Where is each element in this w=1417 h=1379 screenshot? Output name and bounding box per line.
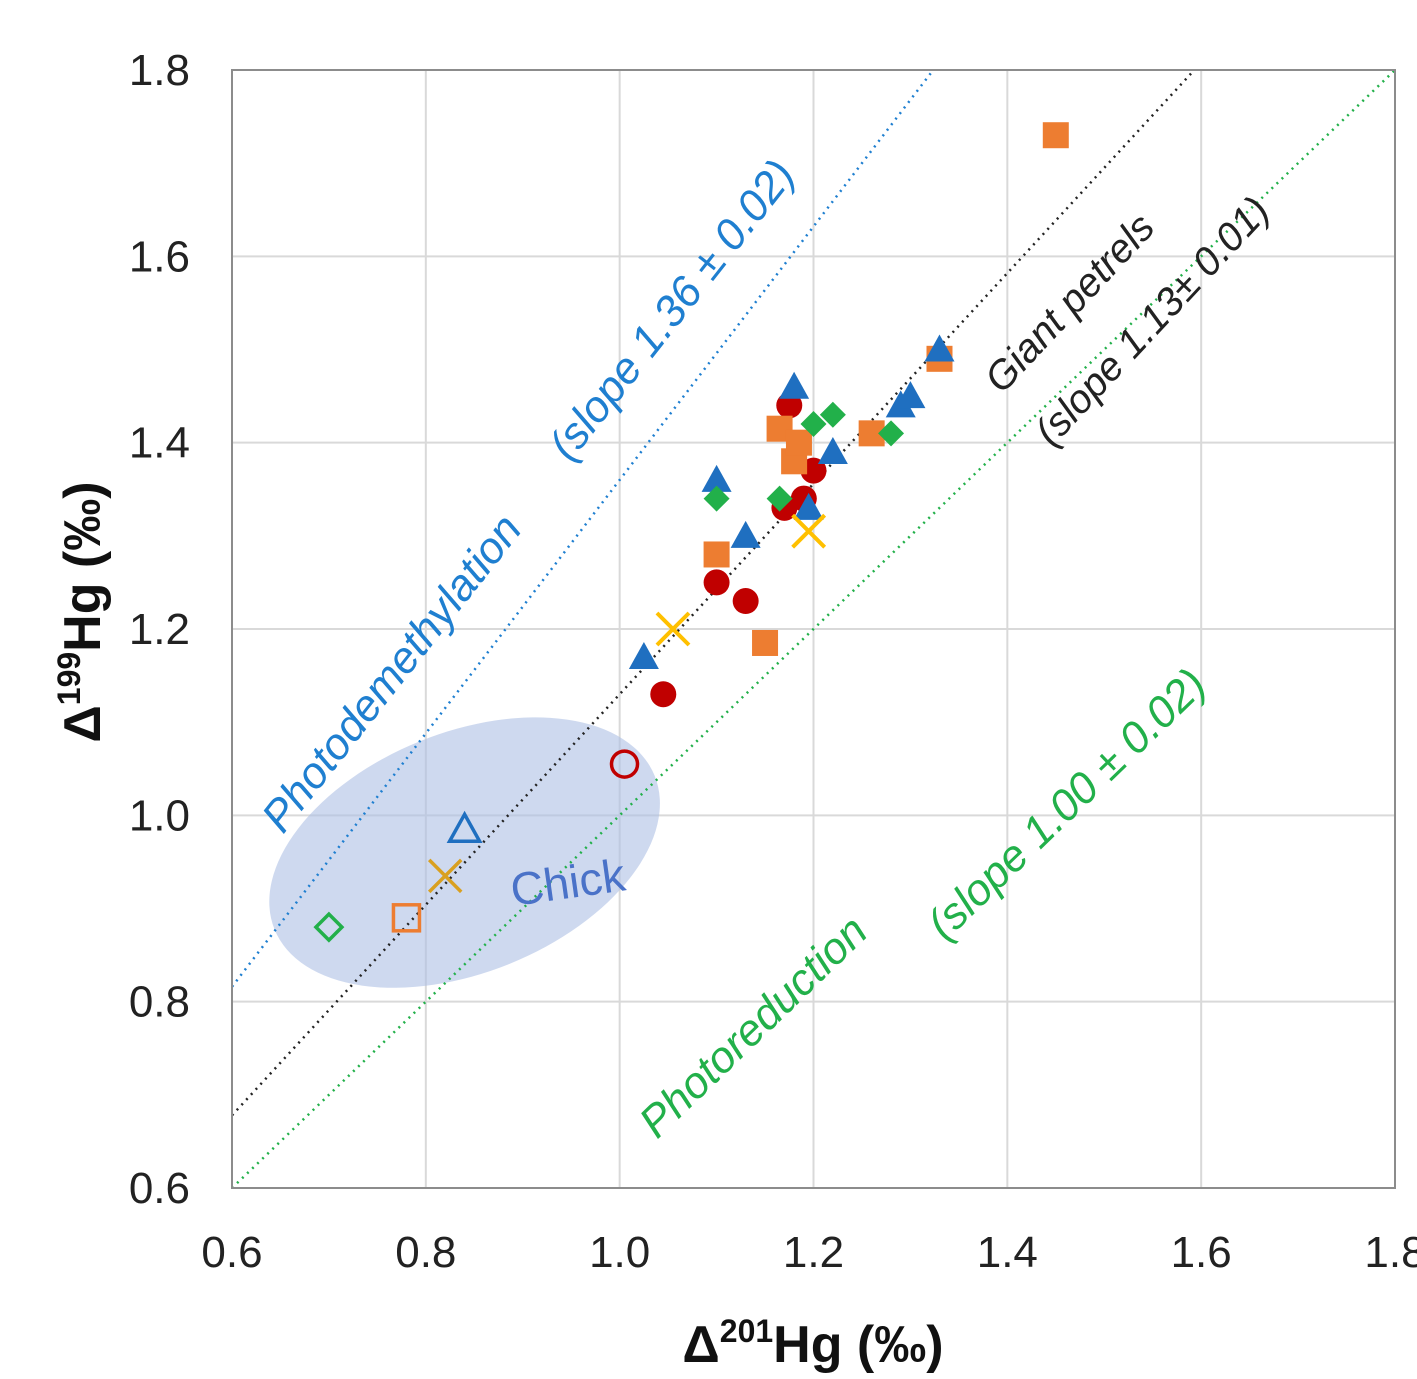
x-tick-label: 1.2 (783, 1228, 844, 1277)
x-tick-label: 1.6 (1171, 1228, 1232, 1277)
data-point-x (791, 513, 827, 549)
data-point-square (752, 629, 779, 656)
data-point-diamond (703, 485, 730, 512)
data-point-circle (732, 588, 759, 615)
y-axis-title: Δ199Hg (‰) (51, 481, 112, 742)
x-tick-label: 1.8 (1364, 1228, 1417, 1277)
x-axis-title: Δ201Hg (‰) (682, 1313, 943, 1374)
y-tick-label: 0.6 (129, 1164, 190, 1213)
data-points (313, 122, 1069, 943)
data-point-square (785, 429, 812, 456)
data-point-triangle (446, 810, 483, 844)
data-point-square (703, 541, 730, 568)
data-point-circle (609, 749, 640, 779)
chick-region (269, 717, 660, 988)
x-tick-label: 1.0 (589, 1228, 650, 1277)
data-point-triangle (730, 520, 761, 548)
data-point-diamond (766, 485, 793, 512)
data-point-diamond (800, 411, 827, 438)
data-point-triangle (817, 436, 848, 464)
data-point-circle (650, 681, 677, 708)
plot-frame (231, 69, 1396, 1189)
data-point-circle (703, 569, 730, 596)
y-tick-label: 0.8 (129, 978, 190, 1027)
data-point-diamond (878, 420, 905, 447)
reference-lines (232, 70, 1395, 1188)
data-point-circle (776, 392, 803, 419)
data-point-square (391, 903, 422, 933)
chick-region-layer (269, 717, 660, 988)
y-tick-label: 1.0 (129, 791, 190, 840)
data-point-triangle (924, 334, 955, 362)
data-point-triangle (701, 464, 732, 492)
y-tick-label: 1.6 (129, 232, 190, 281)
y-tick-label: 1.8 (129, 46, 190, 95)
x-tick-label: 1.4 (977, 1228, 1038, 1277)
y-tick-label: 1.4 (129, 419, 190, 468)
y-tick-label: 1.2 (129, 605, 190, 654)
data-point-x (427, 858, 463, 894)
reference-line-photoreduction (232, 70, 1395, 1188)
axes: 0.6 0.8 1.0 1.2 1.4 1.6 1.8 0.6 0.8 1.0 1.2 1.4 1.6 1… (51, 46, 1417, 1374)
data-point-triangle (779, 371, 810, 399)
data-point-square (1042, 122, 1069, 149)
data-point-triangle (628, 641, 659, 669)
x-tick-label: 0.8 (395, 1228, 456, 1277)
data-point-diamond (819, 401, 846, 428)
data-point-triangle (793, 492, 824, 520)
data-point-triangle (895, 381, 926, 409)
photoreduction-label: Photoreduction (630, 906, 877, 1147)
x-tick-label: 0.6 (201, 1228, 262, 1277)
photodemethylation-slope-label: (slope 1.36 ± 0.02) (539, 151, 804, 469)
data-point-diamond (313, 911, 345, 943)
photoreduction-slope-label: (slope 1.00 ± 0.02) (918, 659, 1216, 949)
data-point-x (655, 611, 691, 647)
